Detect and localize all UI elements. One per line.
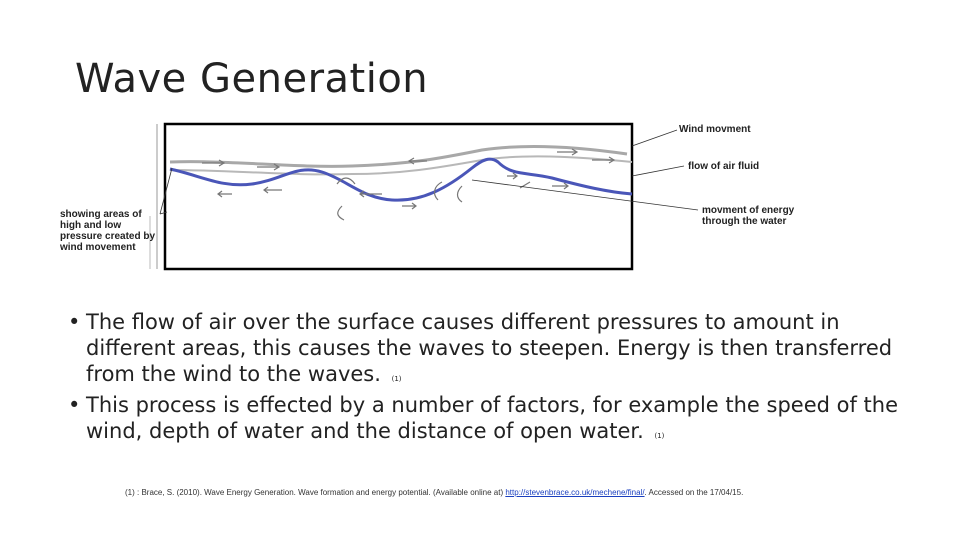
source-link[interactable]: http://stevenbrace.co.uk/mechene/final/ bbox=[505, 488, 645, 497]
label-wind-movement: Wind movment bbox=[679, 124, 751, 135]
air-flow-line-lower bbox=[169, 155, 633, 176]
slide-title: Wave Generation bbox=[75, 56, 429, 102]
bullet-dot: • bbox=[68, 393, 81, 417]
citation-ref: (1) bbox=[654, 432, 665, 440]
bullet-text: This process is effected by a number of … bbox=[86, 393, 899, 443]
bullet-dot: • bbox=[68, 310, 81, 334]
wave-line bbox=[169, 157, 633, 202]
citation-ref: (1) bbox=[391, 375, 402, 383]
label-pressure-areas: showing areas of high and low pressure c… bbox=[60, 209, 156, 253]
bullet-text: The flow of air over the surface causes … bbox=[86, 310, 893, 386]
bullet-item: • The flow of air over the surface cause… bbox=[68, 309, 928, 392]
footnote-text: (1) : Brace, S. (2010). Wave Energy Gene… bbox=[125, 488, 506, 497]
wave-generation-diagram: Wind movment flow of air fluid movment o… bbox=[52, 116, 794, 286]
diagram-frame bbox=[163, 122, 634, 271]
diagram-drawing bbox=[149, 122, 699, 271]
label-flow-of-air: flow of air fluid bbox=[688, 161, 760, 172]
reference-footnote: (1) : Brace, S. (2010). Wave Energy Gene… bbox=[125, 486, 825, 499]
label-energy-movement: movment of energy through the water bbox=[702, 205, 795, 227]
leader-lines bbox=[159, 129, 699, 215]
flow-arrows bbox=[202, 148, 616, 221]
bullet-item: • This process is effected by a number o… bbox=[68, 392, 928, 449]
footnote-suffix: . Accessed on the 17/04/15. bbox=[644, 488, 744, 497]
bullet-list: • The flow of air over the surface cause… bbox=[68, 309, 928, 449]
